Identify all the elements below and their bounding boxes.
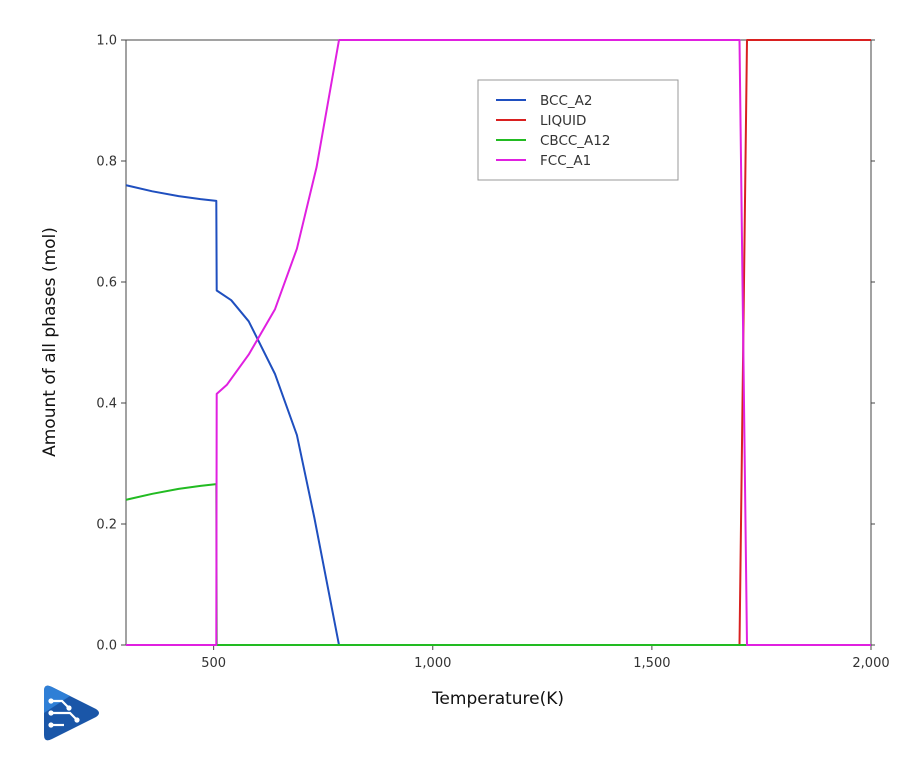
x-tick-label: 2,000 [852,656,889,671]
x-tick-label: 1,500 [633,656,670,671]
series-line-fcc-a1 [126,39,871,646]
y-tick-label: 0.0 [96,639,117,654]
y-tick-label: 1.0 [96,34,117,49]
legend-label: LIQUID [540,113,586,129]
y-axis-title: Amount of all phases (mol) [40,227,60,457]
x-axis-title: Temperature(K) [431,689,564,709]
legend-box [477,79,679,181]
y-axis-ticks: 0.0 0.2 0.4 0.6 0.8 1.0 [96,34,875,654]
brand-logo-icon [44,685,99,741]
legend-label: FCC_A1 [540,153,591,169]
x-axis-ticks: 500 1,000 1,500 2,000 [201,645,890,671]
legend: BCC_A2 LIQUID CBCC_A12 FCC_A1 [477,79,679,181]
x-tick-label: 1,000 [414,656,451,671]
legend-label: CBCC_A12 [540,133,610,149]
x-tick-label: 500 [201,656,226,671]
series-layer [125,39,871,646]
y-tick-label: 0.8 [96,155,117,170]
legend-label: BCC_A2 [540,93,592,109]
y-tick-label: 0.6 [96,276,117,291]
y-tick-label: 0.2 [96,518,117,533]
series-line-bcc-a2 [125,184,871,646]
series-line-cbcc-a12 [125,483,871,646]
y-tick-label: 0.4 [96,397,117,412]
